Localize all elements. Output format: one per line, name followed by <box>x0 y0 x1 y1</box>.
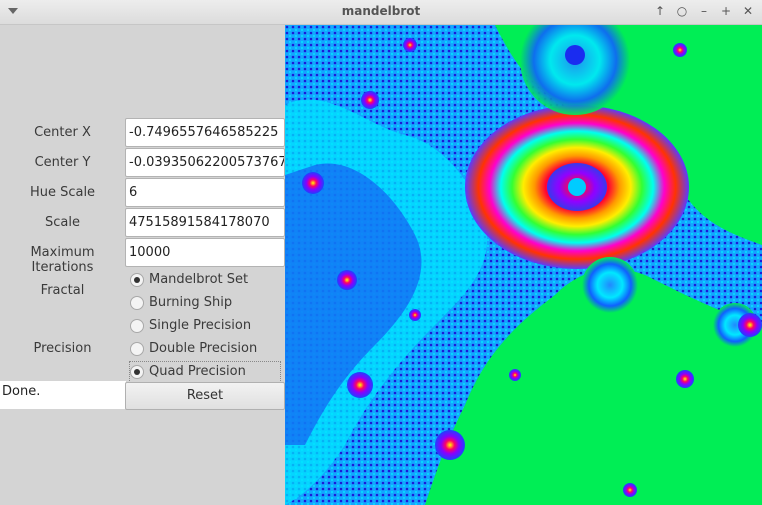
radio-quad-precision[interactable]: Quad Precision <box>129 361 281 383</box>
minimize-icon[interactable]: – <box>701 4 707 18</box>
window-menu-icon[interactable] <box>8 8 18 14</box>
center-y-label: Center Y <box>34 155 91 170</box>
max-iterations-label: Maximum Iterations <box>30 245 95 275</box>
radio-label: Quad Precision <box>149 364 246 379</box>
shade-icon[interactable]: ○ <box>676 4 688 18</box>
radio-label: Mandelbrot Set <box>149 272 249 287</box>
scale-input[interactable]: 47515891584178070 <box>125 208 285 237</box>
title-bar: mandelbrot ↑ ○ – + ✕ <box>0 0 762 25</box>
window-title: mandelbrot <box>341 4 421 18</box>
radio-label: Single Precision <box>149 318 252 333</box>
radio-checked-icon <box>130 273 144 287</box>
hue-scale-label: Hue Scale <box>29 185 96 200</box>
reset-button[interactable]: Reset <box>125 382 285 410</box>
radio-unchecked-icon <box>130 296 144 310</box>
radio-unchecked-icon <box>130 319 144 333</box>
hue-scale-input[interactable]: 6 <box>125 178 285 207</box>
control-panel: Center X -0.7496557646585225 Center Y -0… <box>0 25 285 505</box>
status-text: Done. <box>0 381 126 409</box>
radio-checked-icon <box>130 365 144 379</box>
fractal-canvas[interactable] <box>285 25 762 505</box>
scale-label: Scale <box>45 215 80 230</box>
maximize-icon[interactable]: + <box>720 4 732 18</box>
center-y-input[interactable]: -0.03935062200573767 <box>125 148 285 177</box>
keep-above-icon[interactable]: ↑ <box>654 4 666 18</box>
center-x-label: Center X <box>34 125 91 140</box>
max-iterations-input[interactable]: 10000 <box>125 238 285 267</box>
close-icon[interactable]: ✕ <box>742 4 754 18</box>
radio-label: Burning Ship <box>149 295 233 310</box>
fractal-image <box>285 25 762 505</box>
center-x-input[interactable]: -0.7496557646585225 <box>125 118 285 147</box>
radio-unchecked-icon <box>130 342 144 356</box>
precision-label: Precision <box>33 341 92 356</box>
fractal-label: Fractal <box>40 283 85 298</box>
radio-label: Double Precision <box>149 341 258 356</box>
